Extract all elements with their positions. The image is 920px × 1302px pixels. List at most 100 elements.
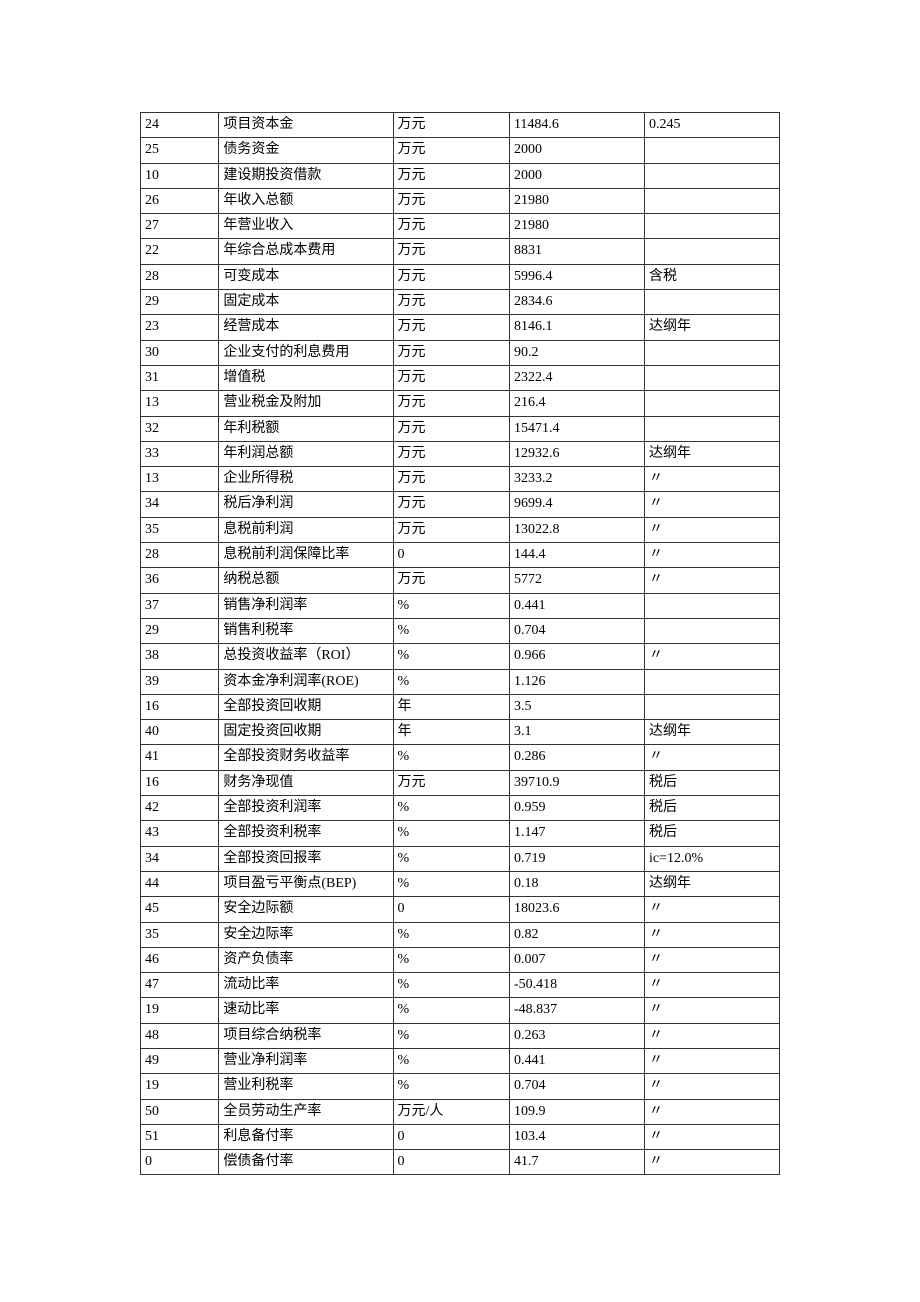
table-row: 34税后净利润万元9699.4〃 <box>141 492 780 517</box>
table-cell: 万元 <box>393 517 509 542</box>
table-cell: 0.441 <box>509 593 644 618</box>
table-cell: 12932.6 <box>509 441 644 466</box>
table-cell: 46 <box>141 947 219 972</box>
table-row: 42全部投资利润率%0.959税后 <box>141 796 780 821</box>
table-row: 28息税前利润保障比率0144.4〃 <box>141 543 780 568</box>
table-cell: 0.704 <box>509 1074 644 1099</box>
table-cell: 全部投资回报率 <box>219 846 393 871</box>
table-cell: 安全边际额 <box>219 897 393 922</box>
table-cell: 3233.2 <box>509 467 644 492</box>
table-cell <box>644 365 779 390</box>
table-cell: % <box>393 846 509 871</box>
table-cell: 1.147 <box>509 821 644 846</box>
table-cell <box>644 214 779 239</box>
table-cell: % <box>393 1023 509 1048</box>
table-row: 13营业税金及附加万元216.4 <box>141 391 780 416</box>
table-cell: 26 <box>141 188 219 213</box>
table-cell: 32 <box>141 416 219 441</box>
table-cell: % <box>393 669 509 694</box>
table-cell: 债务资金 <box>219 138 393 163</box>
table-row: 32年利税额万元15471.4 <box>141 416 780 441</box>
table-cell: 5772 <box>509 568 644 593</box>
table-cell: 0.007 <box>509 947 644 972</box>
table-cell: 35 <box>141 922 219 947</box>
table-cell: % <box>393 871 509 896</box>
table-cell: 全员劳动生产率 <box>219 1099 393 1124</box>
table-cell: 〃 <box>644 568 779 593</box>
table-cell: 安全边际率 <box>219 922 393 947</box>
table-cell: 达纲年 <box>644 315 779 340</box>
table-row: 45安全边际额018023.6〃 <box>141 897 780 922</box>
table-row: 41全部投资财务收益率%0.286〃 <box>141 745 780 770</box>
table-cell: 〃 <box>644 897 779 922</box>
table-cell: 年利润总额 <box>219 441 393 466</box>
table-cell: % <box>393 922 509 947</box>
table-cell: 144.4 <box>509 543 644 568</box>
table-cell: 〃 <box>644 745 779 770</box>
table-cell: 31 <box>141 365 219 390</box>
table-cell: 1.126 <box>509 669 644 694</box>
table-cell: 44 <box>141 871 219 896</box>
table-cell: % <box>393 998 509 1023</box>
table-cell: 16 <box>141 770 219 795</box>
table-row: 47流动比率%-50.418〃 <box>141 973 780 998</box>
table-cell: 0.441 <box>509 1048 644 1073</box>
table-cell: 营业税金及附加 <box>219 391 393 416</box>
table-cell: 年营业收入 <box>219 214 393 239</box>
table-cell: 万元 <box>393 315 509 340</box>
table-cell: 万元 <box>393 138 509 163</box>
table-row: 34全部投资回报率%0.719ic=12.0% <box>141 846 780 871</box>
table-cell: 税后 <box>644 770 779 795</box>
table-cell: 0.959 <box>509 796 644 821</box>
table-cell: 0.966 <box>509 644 644 669</box>
table-cell: % <box>393 973 509 998</box>
table-cell: 项目盈亏平衡点(BEP) <box>219 871 393 896</box>
table-cell: % <box>393 821 509 846</box>
table-cell: 万元 <box>393 467 509 492</box>
table-cell: 全部投资回收期 <box>219 694 393 719</box>
table-cell: 21980 <box>509 214 644 239</box>
table-cell: % <box>393 947 509 972</box>
table-cell: 营业净利润率 <box>219 1048 393 1073</box>
table-cell: 纳税总额 <box>219 568 393 593</box>
table-cell <box>644 618 779 643</box>
table-cell: 49 <box>141 1048 219 1073</box>
table-cell: 11484.6 <box>509 113 644 138</box>
table-cell: 29 <box>141 618 219 643</box>
table-cell: 2000 <box>509 138 644 163</box>
table-cell: 103.4 <box>509 1124 644 1149</box>
table-cell: 项目资本金 <box>219 113 393 138</box>
table-row: 23经营成本万元8146.1达纲年 <box>141 315 780 340</box>
table-row: 35安全边际率%0.82〃 <box>141 922 780 947</box>
table-row: 36纳税总额万元5772〃 <box>141 568 780 593</box>
table-row: 29销售利税率%0.704 <box>141 618 780 643</box>
table-cell: 营业利税率 <box>219 1074 393 1099</box>
table-cell: 〃 <box>644 644 779 669</box>
table-cell: 35 <box>141 517 219 542</box>
table-cell: 10 <box>141 163 219 188</box>
table-row: 26年收入总额万元21980 <box>141 188 780 213</box>
table-row: 16全部投资回收期年3.5 <box>141 694 780 719</box>
table-row: 40固定投资回收期年3.1达纲年 <box>141 720 780 745</box>
table-cell: 8831 <box>509 239 644 264</box>
table-cell: 万元 <box>393 365 509 390</box>
table-cell: 22 <box>141 239 219 264</box>
table-cell: 〃 <box>644 947 779 972</box>
table-cell: 万元 <box>393 290 509 315</box>
table-cell <box>644 340 779 365</box>
table-row: 19速动比率%-48.837〃 <box>141 998 780 1023</box>
table-cell: 2834.6 <box>509 290 644 315</box>
table-cell: 〃 <box>644 1150 779 1175</box>
table-row: 24项目资本金万元11484.60.245 <box>141 113 780 138</box>
table-row: 38总投资收益率（ROI）%0.966〃 <box>141 644 780 669</box>
table-cell: 19 <box>141 1074 219 1099</box>
table-cell: 9699.4 <box>509 492 644 517</box>
table-cell: 50 <box>141 1099 219 1124</box>
table-row: 13企业所得税万元3233.2〃 <box>141 467 780 492</box>
table-cell: 0.286 <box>509 745 644 770</box>
table-cell: 0.704 <box>509 618 644 643</box>
table-cell: 〃 <box>644 1023 779 1048</box>
table-cell: 资产负债率 <box>219 947 393 972</box>
table-cell: 90.2 <box>509 340 644 365</box>
table-row: 37销售净利润率%0.441 <box>141 593 780 618</box>
